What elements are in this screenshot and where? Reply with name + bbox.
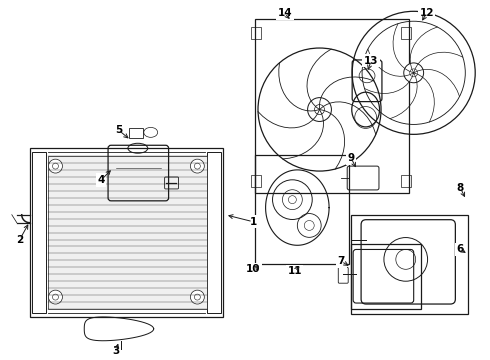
Circle shape: [404, 63, 424, 83]
Text: 1: 1: [249, 217, 257, 227]
Circle shape: [191, 290, 204, 304]
Text: 6: 6: [457, 244, 464, 255]
Bar: [255, 19, 409, 193]
Bar: [129, 129, 143, 138]
Bar: [351, 215, 468, 314]
Text: 10: 10: [245, 264, 260, 274]
Text: 14: 14: [277, 8, 292, 18]
Bar: [401, 175, 411, 187]
Text: 4: 4: [98, 175, 105, 185]
Bar: [48, 156, 207, 309]
Bar: [255, 155, 349, 264]
Text: 8: 8: [457, 183, 464, 193]
Circle shape: [191, 159, 204, 173]
Text: 3: 3: [112, 346, 120, 356]
Bar: [401, 27, 411, 39]
Bar: [251, 175, 261, 187]
Text: 5: 5: [115, 125, 122, 135]
Bar: [30, 148, 223, 317]
Text: 13: 13: [364, 56, 378, 66]
Bar: [351, 244, 420, 309]
Bar: [251, 27, 261, 39]
Circle shape: [49, 290, 62, 304]
Text: 9: 9: [347, 153, 355, 163]
Text: 11: 11: [287, 266, 302, 276]
Circle shape: [49, 159, 62, 173]
Text: 12: 12: [419, 8, 434, 18]
Circle shape: [308, 98, 331, 121]
Text: 2: 2: [16, 234, 24, 244]
Text: 7: 7: [338, 256, 345, 266]
Bar: [32, 152, 46, 313]
Bar: [207, 152, 221, 313]
